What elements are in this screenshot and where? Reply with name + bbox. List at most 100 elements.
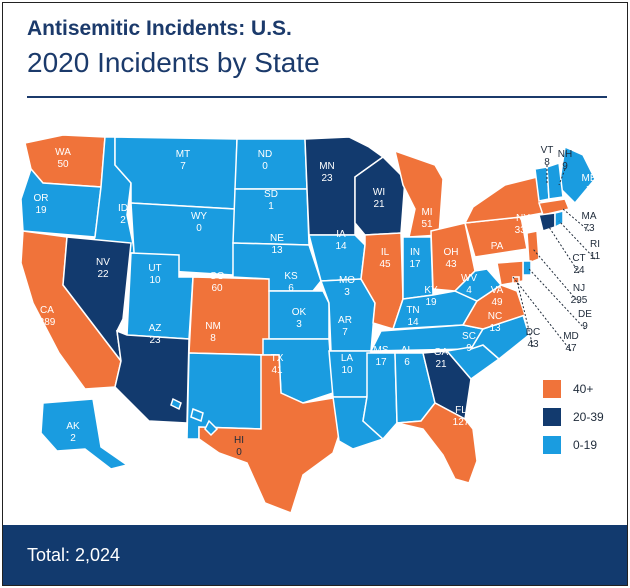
state-label-nj: NJ — [573, 283, 585, 294]
legend-swatch-low — [543, 436, 561, 454]
state-label-va: VA — [491, 285, 504, 296]
state-count-id: 2 — [120, 215, 126, 226]
state-label-mi: MI — [421, 207, 432, 218]
callout-line-nh — [558, 168, 566, 186]
state-label-tn: TN — [406, 305, 419, 316]
title-divider — [27, 96, 607, 98]
state-label-md: MD — [563, 331, 579, 342]
state-count-va: 49 — [491, 297, 503, 308]
state-label-nv: NV — [96, 257, 110, 268]
callout-line-dc — [516, 280, 534, 348]
us-state-map: WA50OR19CA289ID2NV22MT7WY0UT10AZ23CO60NM… — [20, 134, 601, 514]
state-label-oh: OH — [444, 247, 459, 258]
state-count-ks: 6 — [288, 283, 294, 294]
state-count-hi: 0 — [236, 447, 242, 458]
state-dc — [512, 276, 520, 284]
state-label-or: OR — [34, 193, 49, 204]
state-count-oh: 43 — [445, 259, 457, 270]
callout-line-ma — [562, 208, 590, 232]
state-label-ny: NY — [516, 213, 530, 224]
state-count-mn: 23 — [321, 173, 333, 184]
state-label-wa: WA — [55, 147, 71, 158]
state-wv — [453, 268, 503, 302]
state-nh — [546, 161, 564, 200]
state-count-or: 19 — [35, 205, 47, 216]
legend-label-high: 40+ — [573, 382, 594, 396]
legend-item-high: 40+ — [543, 375, 604, 403]
state-label-ca: CA — [40, 305, 54, 316]
state-ma — [538, 198, 571, 216]
state-label-co: CO — [210, 271, 225, 282]
state-label-wy: WY — [191, 211, 207, 222]
state-ga — [422, 350, 472, 421]
state-count-fl: 127 — [453, 417, 470, 428]
state-label-ok: OK — [292, 307, 307, 318]
state-count-ny: 336 — [515, 225, 532, 236]
state-de — [522, 260, 532, 276]
state-label-ms: MS — [374, 345, 389, 356]
legend-swatch-high — [543, 380, 561, 398]
state-label-sd: SD — [264, 189, 278, 200]
state-label-dc: DC — [526, 327, 540, 338]
legend-item-mid: 20-39 — [543, 403, 604, 431]
state-label-vt: VT — [541, 145, 554, 156]
state-count-wy: 0 — [196, 223, 202, 234]
state-label-fl: FL — [455, 405, 467, 416]
state-label-ar: AR — [338, 315, 352, 326]
state-hi — [170, 397, 219, 437]
state-label-pa: PA — [491, 241, 504, 252]
state-count-il: 45 — [379, 259, 391, 270]
state-label-sc: SC — [462, 331, 476, 342]
state-count-sd: 1 — [268, 201, 274, 212]
state-label-ia: IA — [336, 229, 346, 240]
state-count-mo: 3 — [344, 287, 350, 298]
state-count-sc: 9 — [466, 343, 472, 354]
callout-line-de — [528, 268, 586, 330]
state-label-mo: MO — [339, 275, 355, 286]
state-count-al: 6 — [404, 357, 410, 368]
state-ny — [463, 176, 544, 224]
state-label-al: AL — [401, 345, 414, 356]
state-count-mt: 7 — [180, 161, 186, 172]
state-il — [360, 232, 404, 330]
state-count-mi: 51 — [421, 219, 433, 230]
map-legend: 40+ 20-39 0-19 — [543, 375, 604, 459]
state-count-ms: 17 — [375, 357, 387, 368]
state-count-ia: 14 — [335, 241, 347, 252]
state-label-id: ID — [118, 203, 128, 214]
state-label-mn: MN — [319, 161, 335, 172]
state-mi — [393, 149, 444, 238]
state-count-ca: 289 — [39, 317, 56, 328]
state-count-la: 10 — [341, 365, 353, 376]
state-count-pa: 101 — [489, 253, 506, 264]
state-count-az: 23 — [149, 335, 161, 346]
state-count-ct: 24 — [573, 265, 585, 276]
state-label-me: ME — [582, 173, 597, 184]
state-count-wa: 50 — [57, 159, 69, 170]
state-count-wi: 21 — [373, 199, 385, 210]
state-label-tx: TX — [271, 353, 284, 364]
state-count-in: 17 — [409, 259, 421, 270]
state-count-dc: 43 — [527, 339, 539, 350]
state-nd — [234, 138, 308, 190]
state-label-mt: MT — [176, 149, 190, 160]
legend-label-mid: 20-39 — [573, 410, 604, 424]
state-count-ga: 21 — [435, 359, 447, 370]
state-count-nj: 295 — [571, 295, 588, 306]
state-label-ct: CT — [572, 253, 585, 264]
state-count-de: 9 — [582, 321, 588, 332]
state-label-nc: NC — [488, 311, 502, 322]
state-label-az: AZ — [149, 323, 162, 334]
state-ri — [554, 210, 564, 229]
state-label-ak: AK — [66, 421, 80, 432]
state-count-ma: 73 — [583, 223, 595, 234]
state-count-nh: 9 — [562, 161, 568, 172]
state-count-ak: 2 — [70, 433, 76, 444]
state-co — [188, 276, 272, 356]
state-count-nv: 22 — [97, 269, 109, 280]
callout-line-ct — [548, 226, 580, 274]
legend-item-low: 0-19 — [543, 431, 604, 459]
state-count-ky: 19 — [425, 297, 437, 308]
state-count-tx: 41 — [271, 365, 283, 376]
state-label-nh: NH — [558, 149, 572, 160]
